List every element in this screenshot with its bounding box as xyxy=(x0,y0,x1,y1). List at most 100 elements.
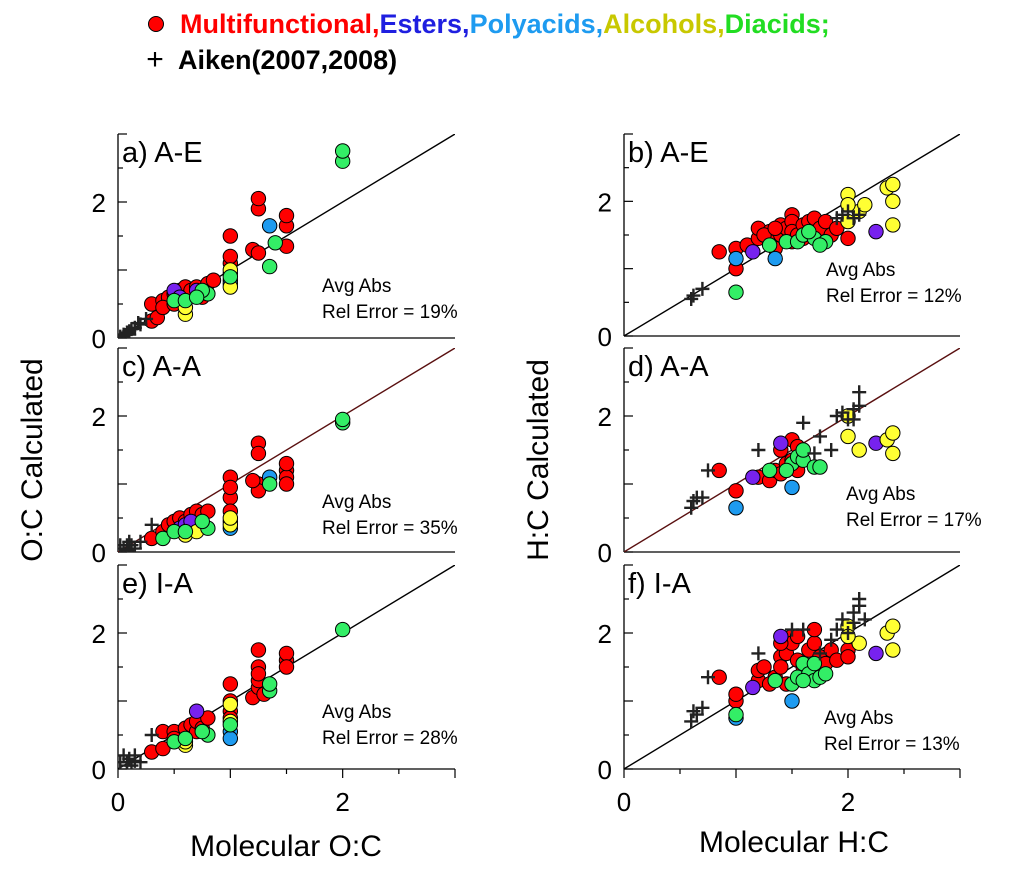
series-esters xyxy=(745,628,884,696)
data-point xyxy=(756,659,772,675)
data-point-plus xyxy=(127,753,142,768)
data-point-plus xyxy=(846,412,861,427)
data-point-plus xyxy=(796,622,811,637)
data-point xyxy=(728,483,744,499)
data-point xyxy=(261,476,278,492)
data-point xyxy=(155,530,171,547)
data-point xyxy=(885,425,901,441)
data-point xyxy=(728,686,744,702)
series-diacids xyxy=(166,621,351,750)
data-point-plus xyxy=(829,211,844,226)
data-point xyxy=(728,500,744,516)
data-point xyxy=(840,428,856,445)
data-point-plus xyxy=(131,316,146,331)
data-point-plus xyxy=(119,758,134,769)
data-point xyxy=(885,217,901,233)
series-polyacids xyxy=(728,479,800,516)
data-point-plus xyxy=(119,543,134,552)
data-point xyxy=(250,190,267,207)
legend-groups: Multifunctional,Esters,Polyacids,Alcohol… xyxy=(180,6,830,42)
y-tick-label: 2 xyxy=(598,619,612,649)
data-point xyxy=(267,235,283,251)
y-tick-label: 0 xyxy=(92,538,106,568)
data-point-plus xyxy=(701,463,715,478)
series-aiken-2007-2008 xyxy=(118,517,159,552)
data-point-plus xyxy=(695,490,710,505)
legend-separator: , xyxy=(595,9,604,39)
legend-item-diacids: Diacids xyxy=(724,9,821,39)
error-annotation-line: Rel Error = 17% xyxy=(846,510,982,531)
data-point xyxy=(222,696,239,713)
data-point xyxy=(840,649,856,665)
data-point xyxy=(778,462,795,479)
y-tick-label: 0 xyxy=(598,755,612,785)
series-esters xyxy=(745,435,884,485)
legend-item-polyacids: Polyacids xyxy=(469,9,596,39)
series-diacids xyxy=(155,411,351,547)
data-point-plus xyxy=(824,443,839,457)
data-point xyxy=(801,223,817,240)
panel-f-i-a: 0 2 0 2 f) I-A Avg Abs Rel Error = 13% xyxy=(598,564,961,817)
data-point xyxy=(245,472,261,489)
data-point xyxy=(222,269,239,285)
red-dot-icon xyxy=(148,16,164,32)
error-annotation-line: Rel Error = 13% xyxy=(824,734,960,755)
data-point-plus xyxy=(751,646,766,661)
legend-aiken-label: Aiken(2007,2008) xyxy=(178,45,398,75)
data-point xyxy=(728,284,744,300)
legend-item-multifunctional: Multifunctional xyxy=(180,9,372,39)
data-point xyxy=(278,207,295,224)
data-point xyxy=(250,445,267,462)
y-tick-label: 2 xyxy=(598,187,612,217)
data-point xyxy=(885,445,901,462)
series-polyacids xyxy=(728,250,783,267)
error-annotation-line: Avg Abs xyxy=(846,484,915,505)
data-point xyxy=(261,258,278,275)
series-alcohols xyxy=(840,176,901,233)
data-point xyxy=(773,659,789,675)
data-point xyxy=(745,679,761,696)
data-point xyxy=(795,672,811,689)
legend-row-compounds: Multifunctional,Esters,Polyacids,Alcohol… xyxy=(140,6,830,42)
panel-b-a-e: 0 2 b) A-E Avg Abs Rel Error = 12% xyxy=(598,133,962,352)
data-point-plus xyxy=(852,207,867,222)
data-point-plus xyxy=(144,728,159,742)
data-point xyxy=(250,245,267,261)
legend-item-esters: Esters xyxy=(379,9,463,39)
data-point xyxy=(188,289,205,305)
data-point xyxy=(222,479,239,496)
plus-icon: + xyxy=(146,43,164,76)
data-point-plus xyxy=(701,670,715,685)
data-point-plus xyxy=(695,700,710,715)
data-point xyxy=(222,248,239,265)
legend-row-aiken: + Aiken(2007,2008) xyxy=(140,42,830,78)
data-point xyxy=(222,510,239,526)
panels: 0 2 a) A-E Avg Abs Rel Error = 19% 0 2 b) A-E Av… xyxy=(92,133,982,817)
y-tick-label: 2 xyxy=(92,188,106,218)
data-point-plus xyxy=(852,398,867,413)
data-point xyxy=(177,730,194,747)
data-point xyxy=(728,250,744,267)
data-point-plus xyxy=(144,517,159,532)
series-alcohols xyxy=(840,408,901,462)
y-tick-label: 2 xyxy=(598,402,612,432)
data-point xyxy=(250,666,267,682)
series-esters xyxy=(745,223,884,260)
error-annotation-line: Avg Abs xyxy=(322,492,391,513)
data-point xyxy=(222,228,239,244)
data-point-plus xyxy=(852,385,867,400)
data-point xyxy=(334,411,351,428)
data-point-plus xyxy=(813,429,827,444)
data-point-plus xyxy=(139,311,154,326)
panel-e-i-a: 0 2 0 2 e) I-A Avg Abs Rel Error = 28% xyxy=(92,564,458,817)
data-point-plus xyxy=(841,626,855,640)
data-point-plus xyxy=(824,632,839,647)
data-point xyxy=(767,672,783,689)
data-point-plus xyxy=(796,415,811,430)
data-point-plus xyxy=(835,612,850,627)
data-point xyxy=(795,442,811,458)
series-diacids xyxy=(761,442,828,479)
legend-item-alcohols: Alcohols xyxy=(603,9,718,39)
error-annotation-line: Avg Abs xyxy=(824,708,893,729)
